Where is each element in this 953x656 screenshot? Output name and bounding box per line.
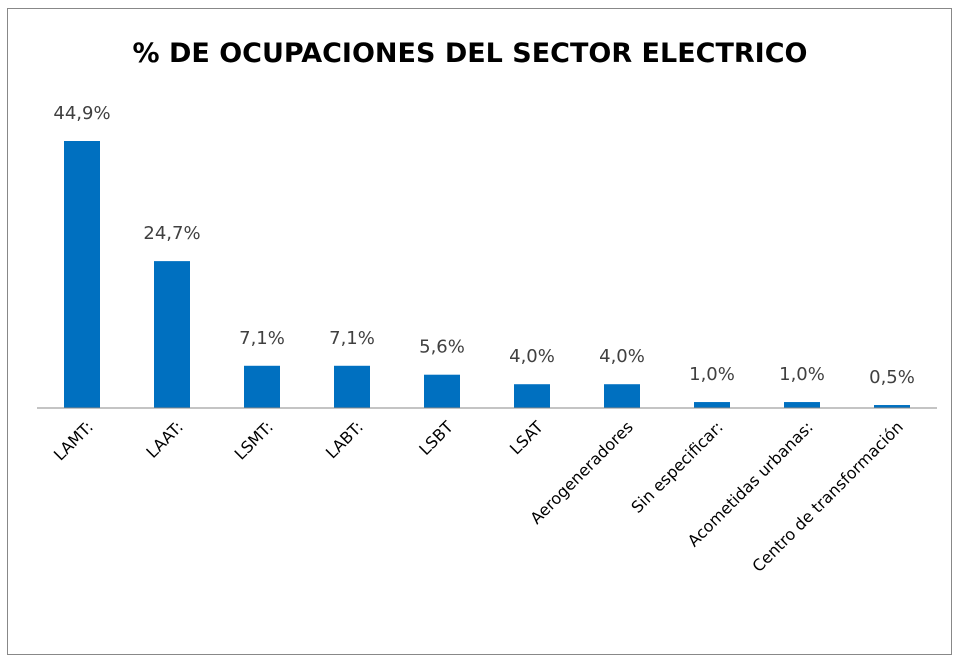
bar (334, 365, 370, 408)
value-label: 44,9% (53, 103, 110, 124)
value-label: 7,1% (239, 328, 285, 349)
value-label: 1,0% (779, 364, 825, 385)
bar (604, 384, 640, 408)
bar (154, 261, 190, 408)
chart-title: % DE OCUPACIONES DEL SECTOR ELECTRICO (133, 38, 808, 69)
bar (244, 365, 280, 408)
value-label: 4,0% (509, 346, 555, 367)
value-label: 5,6% (419, 337, 465, 358)
bar (874, 405, 910, 408)
value-label: 24,7% (143, 223, 200, 244)
chart-frame (7, 8, 952, 655)
bar (424, 374, 460, 408)
value-label: 0,5% (869, 367, 915, 388)
value-label: 1,0% (689, 364, 735, 385)
value-label: 4,0% (599, 346, 645, 367)
bar (64, 141, 100, 408)
value-label: 7,1% (329, 328, 375, 349)
bar (514, 384, 550, 408)
bar (784, 402, 820, 408)
bar (694, 402, 730, 408)
